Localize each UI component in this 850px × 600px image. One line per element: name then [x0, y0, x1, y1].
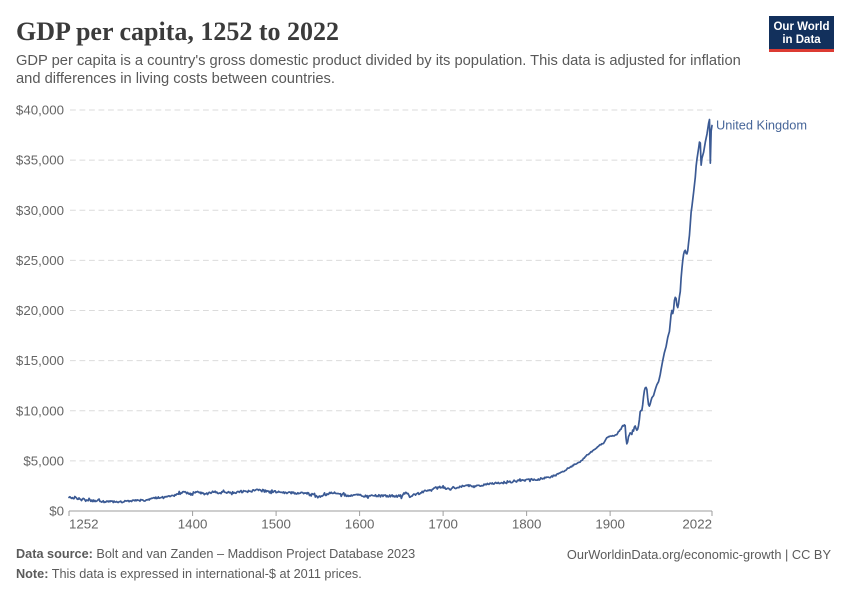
svg-text:$5,000: $5,000: [23, 453, 64, 468]
svg-text:1800: 1800: [512, 517, 542, 532]
svg-text:$35,000: $35,000: [16, 153, 64, 168]
svg-text:$15,000: $15,000: [16, 353, 64, 368]
svg-text:1900: 1900: [595, 517, 625, 532]
svg-text:$0: $0: [49, 504, 64, 519]
svg-text:1700: 1700: [428, 517, 458, 532]
svg-text:2022: 2022: [682, 517, 712, 532]
svg-text:$25,000: $25,000: [16, 253, 64, 268]
svg-text:$30,000: $30,000: [16, 203, 64, 218]
svg-text:$40,000: $40,000: [16, 103, 64, 118]
svg-text:$10,000: $10,000: [16, 403, 64, 418]
svg-text:$20,000: $20,000: [16, 303, 64, 318]
svg-text:1600: 1600: [345, 517, 375, 532]
svg-text:1252: 1252: [69, 517, 99, 532]
svg-text:1400: 1400: [178, 517, 208, 532]
svg-text:United Kingdom: United Kingdom: [716, 118, 807, 133]
svg-text:1500: 1500: [261, 517, 291, 532]
